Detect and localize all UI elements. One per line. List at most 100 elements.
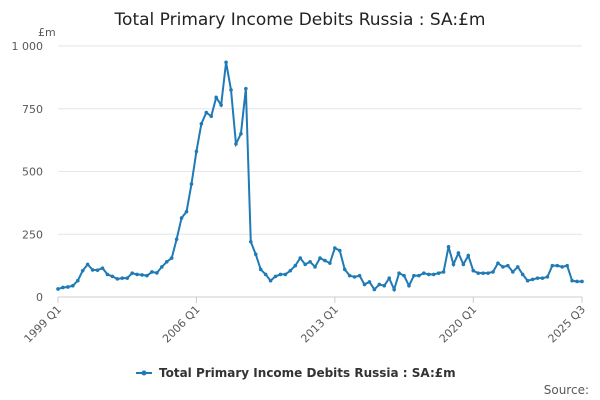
data-point[interactable] [362,282,367,287]
data-point[interactable] [352,275,357,279]
data-point[interactable] [189,182,194,186]
data-point[interactable] [199,122,204,126]
data-point[interactable] [486,271,490,275]
data-point[interactable] [283,272,288,277]
data-point[interactable] [501,265,505,269]
data-point[interactable] [387,276,392,280]
data-point[interactable] [570,278,574,283]
data-point[interactable] [234,142,238,146]
data-point[interactable] [397,271,401,275]
data-point[interactable] [328,261,332,265]
data-point[interactable] [476,271,480,275]
data-point[interactable] [160,265,164,269]
data-point[interactable] [224,60,228,65]
data-point[interactable] [436,271,441,275]
data-point[interactable] [347,273,352,278]
data-point[interactable] [105,272,110,277]
data-point[interactable] [263,272,268,277]
data-point[interactable] [451,262,456,267]
data-point[interactable] [446,245,451,249]
data-point[interactable] [333,246,337,250]
data-point[interactable] [75,278,80,283]
data-point[interactable] [179,216,184,220]
data-point[interactable] [125,276,130,280]
data-point[interactable] [66,285,70,289]
data-point[interactable] [219,103,223,107]
data-point[interactable] [407,283,411,288]
data-point[interactable] [100,266,105,270]
data-point[interactable] [575,279,579,284]
data-point[interactable] [90,268,95,272]
data-point[interactable] [155,271,159,275]
data-point[interactable] [268,278,273,283]
data-point[interactable] [337,248,342,253]
data-point[interactable] [456,251,461,255]
data-point[interactable] [441,270,446,274]
data-point[interactable] [525,278,530,283]
data-point[interactable] [471,268,476,273]
data-point[interactable] [253,252,258,257]
data-point[interactable] [520,272,525,277]
data-point[interactable] [510,270,515,274]
data-point[interactable] [120,276,125,280]
data-point[interactable] [298,256,303,260]
data-point[interactable] [422,271,426,275]
data-point[interactable] [555,263,560,268]
data-point[interactable] [80,268,85,273]
data-point[interactable] [426,272,431,277]
data-point[interactable] [164,260,169,264]
data-point[interactable] [130,271,134,275]
data-point[interactable] [135,272,139,277]
data-point[interactable] [372,287,377,292]
data-point[interactable] [357,273,362,278]
data-point[interactable] [540,276,545,280]
data-point[interactable] [229,88,233,92]
data-point[interactable] [248,239,253,244]
data-point[interactable] [204,110,209,115]
data-point[interactable] [377,282,382,287]
data-point[interactable] [244,86,248,91]
data-point[interactable] [545,275,550,279]
data-point[interactable] [145,273,149,278]
data-point[interactable] [392,287,396,292]
data-point[interactable] [560,265,565,269]
data-point[interactable] [209,114,214,119]
data-point[interactable] [342,267,347,272]
data-point[interactable] [382,283,387,288]
data-point[interactable] [56,287,60,291]
data-point[interactable] [169,256,174,260]
data-point[interactable] [95,268,100,272]
data-point[interactable] [313,265,317,269]
data-point[interactable] [115,277,120,281]
data-point[interactable] [184,209,189,214]
data-point[interactable] [110,274,115,279]
data-point[interactable] [580,279,584,284]
data-point[interactable] [550,263,555,268]
data-point[interactable] [466,253,471,258]
data-point[interactable] [61,285,65,290]
data-point[interactable] [402,273,406,278]
data-point[interactable] [140,273,144,277]
data-point[interactable] [288,268,293,273]
data-point[interactable] [194,149,199,154]
data-point[interactable] [174,237,179,242]
data-point[interactable] [417,273,421,278]
data-point[interactable] [308,260,312,264]
data-point[interactable] [412,273,416,278]
data-point[interactable] [293,263,298,268]
data-point[interactable] [565,263,569,268]
data-point[interactable] [303,262,307,267]
data-point[interactable] [515,265,520,269]
data-point[interactable] [318,256,322,260]
data-point[interactable] [506,263,510,268]
data-point[interactable] [150,270,154,274]
data-point[interactable] [85,262,90,267]
data-point[interactable] [273,274,278,279]
data-point[interactable] [239,132,243,136]
data-point[interactable] [496,261,500,265]
data-point[interactable] [214,95,218,100]
data-point[interactable] [535,276,540,280]
data-point[interactable] [461,262,466,267]
data-point[interactable] [431,272,436,277]
data-point[interactable] [491,270,495,274]
